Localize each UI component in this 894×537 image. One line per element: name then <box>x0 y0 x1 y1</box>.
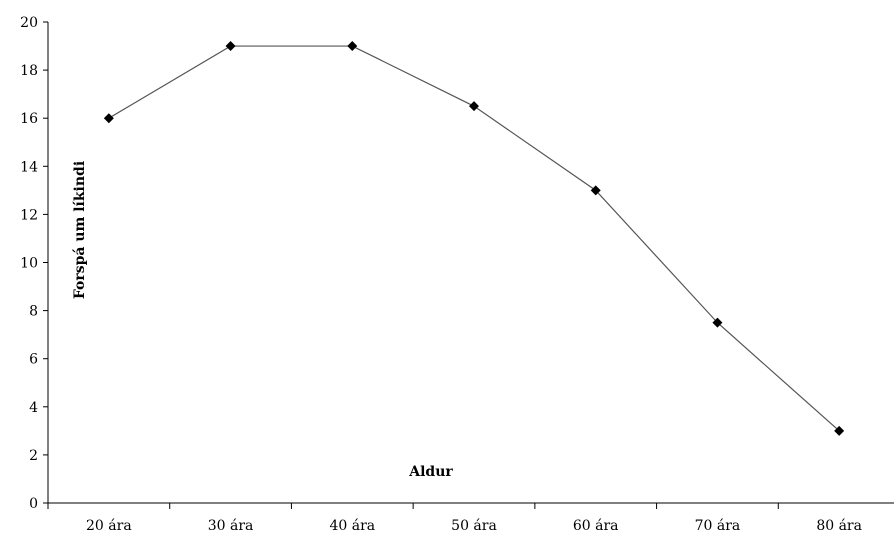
data-point-marker <box>469 101 479 112</box>
series-group <box>103 41 845 436</box>
y-axis-title: Forspá um líkindi <box>72 161 88 299</box>
y-tick-label: 0 <box>29 496 38 512</box>
y-tick-label: 6 <box>29 352 38 368</box>
y-axis: 0 2 4 6 8 10 12 14 16 18 20 <box>20 15 49 512</box>
x-tick-label: 30 ára <box>208 518 254 534</box>
y-tick-label: 10 <box>20 256 38 272</box>
y-tick-label: 12 <box>20 207 38 223</box>
data-point-marker <box>712 317 723 328</box>
x-tick-label: 20 ára <box>86 518 132 534</box>
x-tick-label: 60 ára <box>573 518 619 534</box>
y-tick-label: 16 <box>20 111 38 127</box>
x-tick-label: 70 ára <box>695 518 741 534</box>
y-tick-label: 8 <box>29 304 38 320</box>
data-point-marker <box>103 113 114 124</box>
x-axis-title: Aldur <box>408 464 453 480</box>
y-tick-label: 2 <box>29 448 38 464</box>
data-point-marker <box>590 185 601 196</box>
y-tick-label: 18 <box>20 63 38 79</box>
data-point-marker <box>225 41 236 52</box>
x-tick-label: 80 ára <box>816 518 862 534</box>
data-point-marker <box>834 425 845 436</box>
y-tick-label: 20 <box>20 15 38 31</box>
y-tick-label: 4 <box>29 400 38 416</box>
y-tick-label: 14 <box>20 159 38 175</box>
x-tick-label: 50 ára <box>451 518 497 534</box>
x-tick-label: 40 ára <box>329 518 375 534</box>
data-point-marker <box>347 41 358 52</box>
x-axis: 20 ára 30 ára 40 ára 50 ára 60 ára 70 ára 80 á… <box>47 502 894 534</box>
